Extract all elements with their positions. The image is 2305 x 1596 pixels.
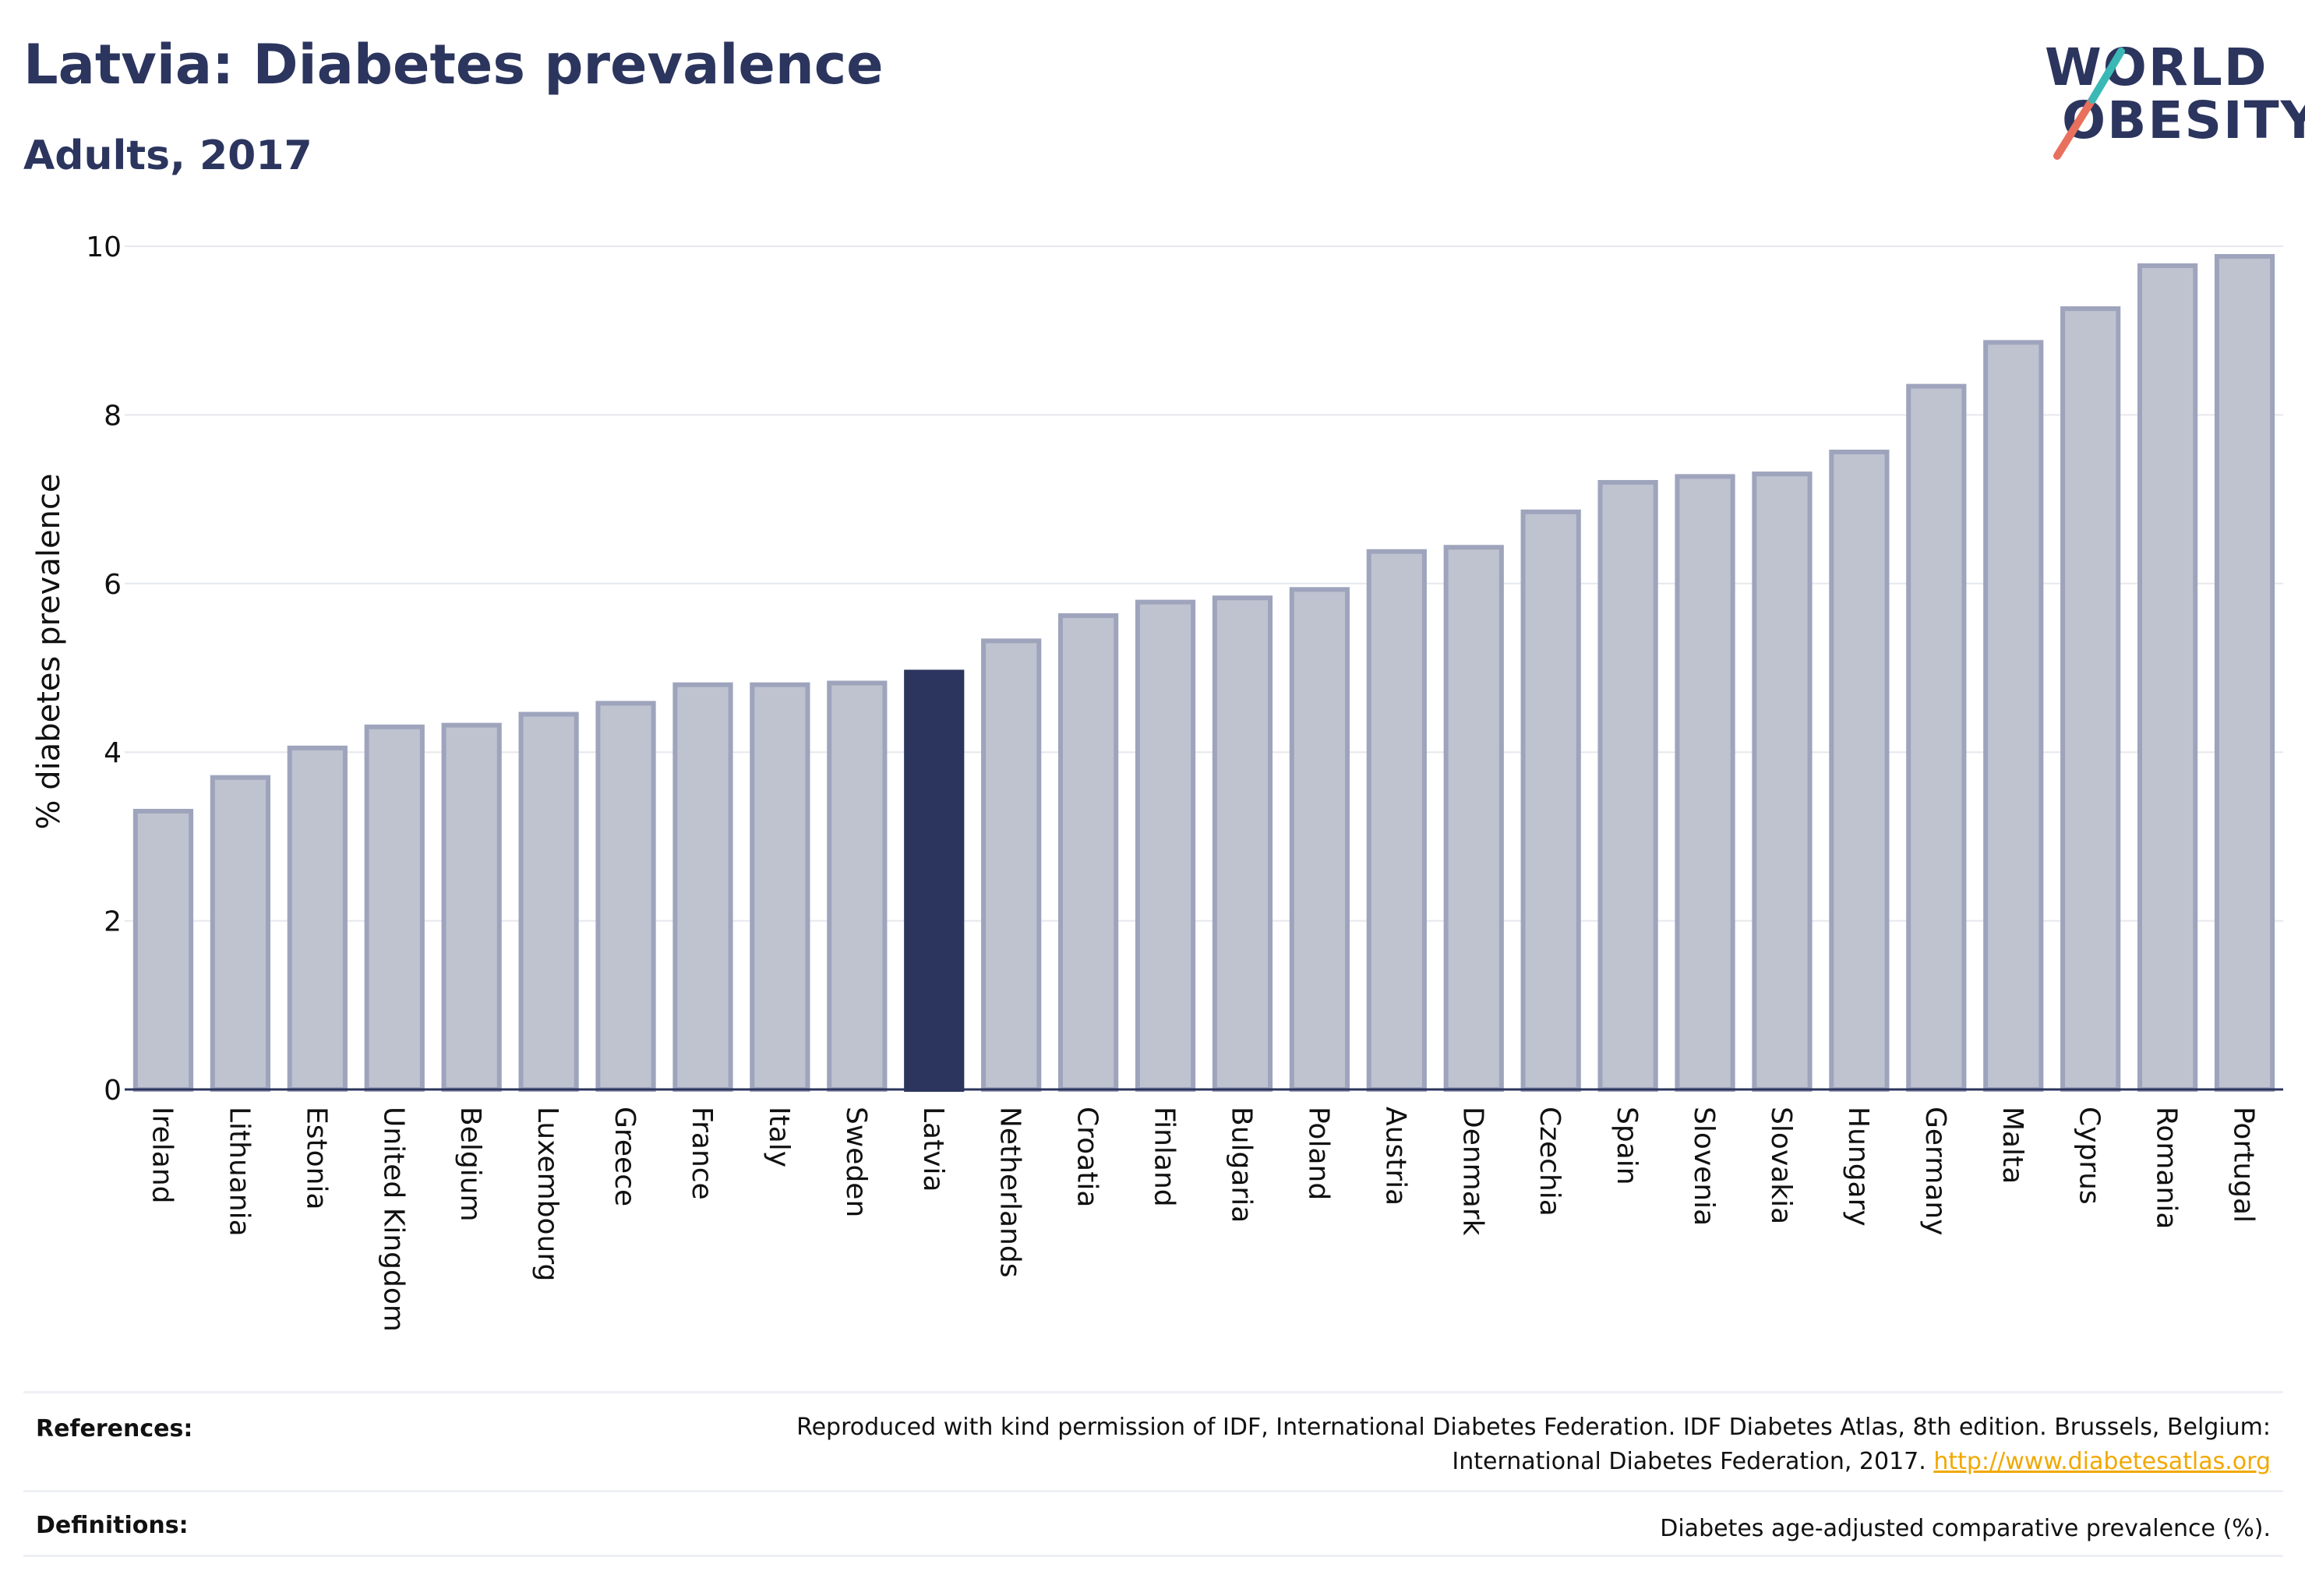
bar-hungary — [1829, 450, 1890, 1092]
x-category-label: Luxembourg — [531, 1107, 563, 1281]
references-line-2: International Diabetes Federation, 2017.… — [796, 1445, 2271, 1479]
diabetes-atlas-link[interactable]: http://www.diabetesatlas.org — [1933, 1448, 2271, 1475]
x-category-label: Bulgaria — [1225, 1107, 1257, 1223]
bar-belgium — [441, 722, 502, 1092]
y-tick-label: 10 — [86, 231, 122, 263]
bar-portugal — [2214, 253, 2275, 1092]
bar-germany — [1906, 383, 1967, 1092]
bar-united-kingdom — [364, 724, 425, 1092]
x-category-label: Slovenia — [1688, 1107, 1720, 1226]
x-category-label: Lithuania — [223, 1107, 255, 1237]
footer-divider-bottom — [23, 1555, 2283, 1557]
x-category-label: Spain — [1611, 1107, 1643, 1185]
bar-czechia — [1520, 509, 1581, 1092]
references-line-1: Reproduced with kind permission of IDF, … — [796, 1414, 2271, 1441]
x-category-label: Germany — [1919, 1107, 1951, 1235]
x-category-label: Croatia — [1071, 1107, 1103, 1207]
bar-finland — [1135, 599, 1196, 1092]
y-tick-label: 0 — [104, 1075, 122, 1107]
bar-latvia — [904, 669, 965, 1092]
bar-estonia — [287, 745, 348, 1092]
x-axis-categories: Ireland Lithuania Estonia United Kingdom Bel… — [146, 1107, 2259, 1332]
x-category-label: Italy — [763, 1107, 795, 1167]
definitions-row: Definitions: Diabetes age-adjusted compa… — [23, 1512, 2283, 1559]
bar-austria — [1366, 549, 1427, 1092]
x-category-label: Greece — [609, 1107, 641, 1206]
definitions-text: Diabetes age-adjusted comparative preval… — [1660, 1515, 2271, 1542]
bar-slovenia — [1675, 474, 1735, 1092]
x-category-label: Netherlands — [994, 1107, 1026, 1277]
bar-spain — [1597, 479, 1658, 1092]
x-category-label: Romania — [2151, 1107, 2183, 1229]
x-category-label: Austria — [1379, 1107, 1411, 1206]
y-tick-label: 8 — [104, 400, 122, 432]
x-category-label: Portugal — [2228, 1107, 2260, 1223]
bar-netherlands — [981, 638, 1042, 1092]
x-category-label: Czechia — [1534, 1107, 1565, 1216]
chart-subtitle: Adults, 2017 — [23, 132, 312, 179]
x-category-label: Denmark — [1456, 1107, 1488, 1236]
y-axis-title: % diabetes prevalence — [31, 473, 67, 829]
bar-denmark — [1443, 545, 1504, 1092]
logo-slash-icon — [2053, 48, 2125, 160]
logo-line-2: OBESITY — [2062, 90, 2305, 150]
x-category-label: Malta — [1996, 1107, 2028, 1184]
x-category-label: United Kingdom — [377, 1107, 409, 1332]
bar-greece — [595, 701, 656, 1092]
bar-chart: 0 2 4 6 8 10 Ireland Lithuania Estonia United Ki… — [31, 231, 2283, 1332]
x-category-label: France — [686, 1107, 718, 1200]
x-category-label: Sweden — [840, 1107, 872, 1217]
footer-divider-top — [23, 1391, 2283, 1393]
footer-divider-middle — [23, 1490, 2283, 1492]
y-axis-ticks: 0 2 4 6 8 10 — [86, 231, 122, 1107]
bar-sweden — [827, 680, 888, 1092]
x-category-label: Slovakia — [1765, 1107, 1797, 1224]
x-category-label: Finland — [1149, 1107, 1181, 1207]
bar-romania — [2137, 263, 2198, 1092]
logo-line-1: WORLD — [2045, 37, 2268, 97]
bar-cyprus — [2060, 306, 2121, 1092]
x-category-label: Hungary — [1842, 1107, 1874, 1227]
bars — [125, 253, 2283, 1092]
references-label: References: — [36, 1415, 193, 1442]
bar-poland — [1289, 587, 1350, 1092]
x-category-label: Poland — [1302, 1107, 1334, 1200]
x-category-label: Ireland — [146, 1107, 178, 1204]
x-category-label: Estonia — [300, 1107, 332, 1210]
bar-croatia — [1057, 613, 1119, 1092]
bar-france — [672, 682, 733, 1092]
bar-luxembourg — [518, 711, 579, 1092]
bar-malta — [1983, 340, 2044, 1092]
y-tick-label: 6 — [104, 569, 122, 601]
x-category-label: Cyprus — [2074, 1107, 2106, 1205]
bar-bulgaria — [1212, 595, 1273, 1092]
x-category-label: Latvia — [917, 1107, 949, 1192]
bar-lithuania — [210, 775, 271, 1092]
world-obesity-logo: WORLD OBESITY — [2034, 31, 2305, 164]
references-line-2-text: International Diabetes Federation, 2017. — [1452, 1448, 1926, 1475]
bar-slovakia — [1752, 471, 1813, 1092]
chart-title: Latvia: Diabetes prevalence — [23, 33, 884, 97]
bar-italy — [750, 682, 810, 1092]
references-row: References: Reproduced with kind permiss… — [23, 1411, 2283, 1488]
y-tick-label: 4 — [104, 737, 122, 769]
references-text: Reproduced with kind permission of IDF, … — [796, 1411, 2271, 1479]
bar-ireland — [132, 808, 194, 1092]
definitions-label: Definitions: — [36, 1512, 189, 1539]
y-tick-label: 2 — [104, 906, 122, 938]
x-category-label: Belgium — [454, 1107, 486, 1222]
